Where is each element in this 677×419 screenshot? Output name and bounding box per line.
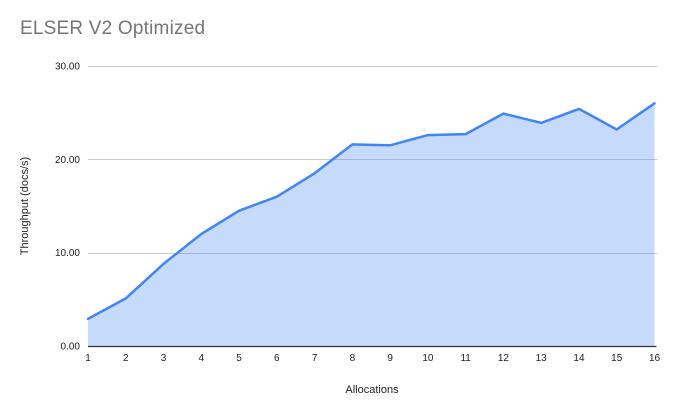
- svg-text:4: 4: [199, 353, 205, 364]
- svg-text:9: 9: [387, 353, 393, 364]
- svg-text:16: 16: [649, 353, 661, 364]
- svg-text:20.00: 20.00: [55, 155, 80, 166]
- series-line: [86, 102, 656, 321]
- gridlines: [88, 66, 658, 254]
- svg-text:10.00: 10.00: [55, 248, 80, 259]
- y-tick-labels: 0.00 10.00 20.00 30.00: [55, 62, 80, 353]
- svg-text:10: 10: [422, 353, 434, 364]
- x-tick-labels: 1 2 3 4 5 6 7 8 9 10 11 12 13 14 15 16: [85, 353, 660, 364]
- svg-text:11: 11: [460, 353, 471, 364]
- chart-title: ELSER V2 Optimized: [20, 18, 206, 39]
- svg-text:13: 13: [536, 353, 548, 364]
- x-axis-title: Allocations: [345, 384, 399, 396]
- area-fill: [88, 103, 655, 346]
- svg-text:3: 3: [161, 353, 167, 364]
- svg-text:5: 5: [236, 353, 242, 364]
- svg-text:15: 15: [611, 353, 623, 364]
- svg-text:30.00: 30.00: [55, 62, 80, 73]
- svg-text:8: 8: [350, 353, 356, 364]
- svg-text:1: 1: [85, 353, 91, 364]
- svg-text:6: 6: [274, 353, 280, 364]
- svg-text:0.00: 0.00: [61, 342, 81, 353]
- svg-text:12: 12: [498, 353, 510, 364]
- svg-text:7: 7: [312, 353, 318, 364]
- svg-text:2: 2: [123, 353, 129, 364]
- svg-text:14: 14: [573, 353, 585, 364]
